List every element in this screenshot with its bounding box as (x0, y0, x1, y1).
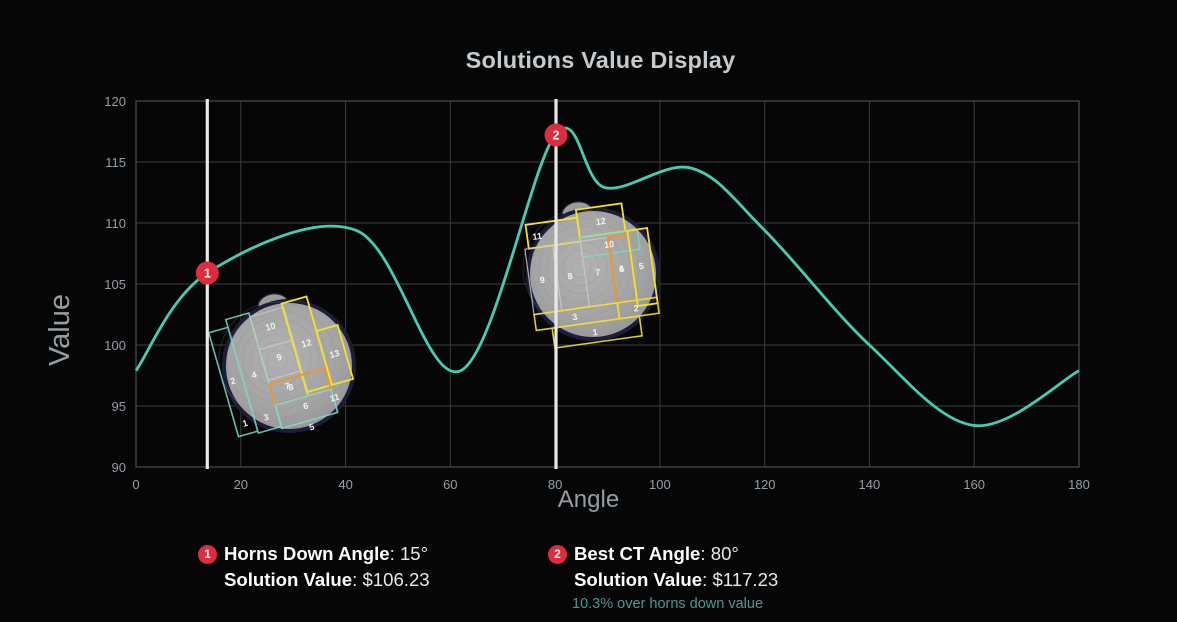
svg-text:140: 140 (859, 477, 881, 492)
svg-text:105: 105 (104, 277, 126, 292)
svg-text:80: 80 (548, 477, 562, 492)
svg-text:110: 110 (105, 216, 126, 231)
svg-text:120: 120 (104, 94, 126, 109)
svg-text:120: 120 (754, 477, 776, 492)
svg-text:40: 40 (338, 477, 352, 492)
svg-text:95: 95 (112, 399, 126, 414)
svg-text:0: 0 (132, 477, 139, 492)
svg-text:100: 100 (104, 338, 126, 353)
svg-text:1: 1 (204, 266, 211, 280)
svg-text:90: 90 (112, 460, 126, 475)
svg-text:60: 60 (443, 477, 457, 492)
svg-text:100: 100 (649, 477, 671, 492)
svg-text:20: 20 (234, 477, 248, 492)
svg-text:115: 115 (105, 155, 126, 170)
svg-text:180: 180 (1068, 477, 1090, 492)
svg-text:160: 160 (963, 477, 985, 492)
svg-text:2: 2 (553, 128, 560, 142)
